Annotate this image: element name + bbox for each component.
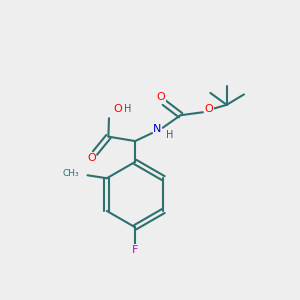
Text: N: N xyxy=(153,124,162,134)
Text: O: O xyxy=(113,104,122,114)
Text: O: O xyxy=(87,153,96,163)
Text: O: O xyxy=(205,104,213,114)
Text: H: H xyxy=(124,104,131,114)
Text: CH₃: CH₃ xyxy=(63,169,79,178)
Text: H: H xyxy=(166,130,174,140)
Text: O: O xyxy=(156,92,165,102)
Text: F: F xyxy=(132,244,138,255)
